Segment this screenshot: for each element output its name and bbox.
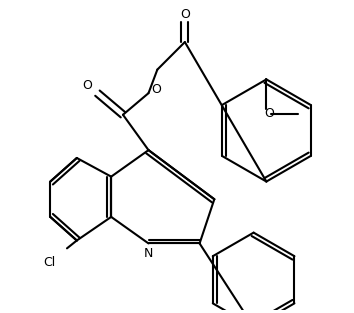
Text: O: O [180, 8, 190, 21]
Text: O: O [152, 83, 161, 96]
Text: O: O [264, 107, 274, 120]
Text: N: N [144, 247, 153, 260]
Text: O: O [83, 79, 92, 92]
Text: Cl: Cl [43, 256, 56, 269]
